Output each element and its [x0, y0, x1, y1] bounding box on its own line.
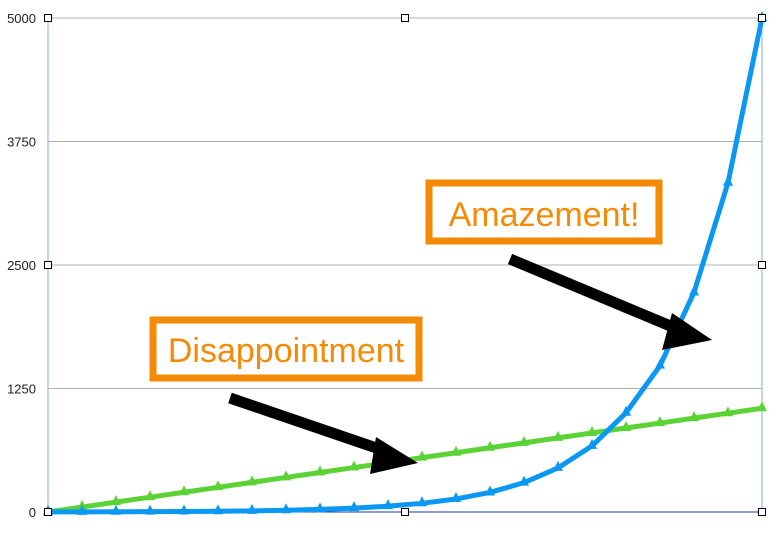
- resize-handle[interactable]: [44, 508, 52, 516]
- series-line-1: [47, 17, 765, 515]
- resize-handle[interactable]: [44, 261, 52, 269]
- data-point-marker: [621, 405, 631, 416]
- data-point-marker: [179, 485, 189, 496]
- data-point-marker: [655, 358, 665, 369]
- data-point-marker: [145, 504, 155, 515]
- data-point-marker: [451, 445, 461, 456]
- annotation-text: Amazement!: [449, 196, 640, 234]
- data-point-marker: [315, 465, 325, 476]
- annotation-box: [425, 179, 663, 245]
- data-point-marker: [111, 495, 121, 506]
- resize-handle[interactable]: [758, 14, 766, 22]
- data-point-marker: [587, 425, 597, 436]
- y-tick-label: 1250: [7, 382, 36, 397]
- y-tick-label: 2500: [7, 258, 36, 273]
- data-point-marker: [519, 475, 529, 486]
- data-point-marker: [723, 406, 733, 417]
- data-point-marker: [621, 421, 631, 432]
- data-point-marker: [553, 460, 563, 471]
- data-point-marker: [655, 416, 665, 427]
- data-point-marker: [247, 503, 257, 514]
- data-point-marker: [587, 438, 597, 449]
- resize-handle[interactable]: [758, 261, 766, 269]
- annotation-box: [149, 316, 423, 382]
- data-point-marker: [757, 401, 767, 412]
- data-point-marker: [247, 475, 257, 486]
- data-point-marker: [179, 504, 189, 515]
- annotation-amazement: Amazement!: [425, 179, 663, 245]
- y-tick-label: 3750: [7, 135, 36, 150]
- data-point-marker: [281, 503, 291, 514]
- data-point-marker: [315, 502, 325, 513]
- series-group: [43, 11, 767, 515]
- data-point-marker: [213, 504, 223, 515]
- data-point-marker: [451, 491, 461, 502]
- data-point-marker: [349, 501, 359, 512]
- selection-handles[interactable]: [44, 14, 766, 516]
- data-point-marker: [689, 411, 699, 422]
- data-point-marker: [417, 450, 427, 461]
- data-point-marker: [111, 504, 121, 515]
- annotation-text: Disappointment: [168, 332, 405, 370]
- y-tick-label: 0: [29, 505, 36, 520]
- resize-handle[interactable]: [401, 14, 409, 22]
- resize-handle[interactable]: [401, 508, 409, 516]
- resize-handle[interactable]: [44, 14, 52, 22]
- data-point-marker: [689, 285, 699, 296]
- data-point-marker: [417, 496, 427, 507]
- annotation-disappointment: Disappointment: [149, 316, 423, 382]
- data-point-marker: [281, 470, 291, 481]
- data-point-marker: [519, 435, 529, 446]
- data-point-marker: [723, 175, 733, 186]
- y-tick-label: 5000: [7, 11, 36, 26]
- data-point-marker: [383, 499, 393, 510]
- arrow-disappointment: [228, 392, 418, 474]
- arrow-amazement: [507, 253, 712, 350]
- resize-handle[interactable]: [758, 508, 766, 516]
- data-point-marker: [553, 430, 563, 441]
- data-point-marker: [349, 460, 359, 471]
- data-point-marker: [213, 480, 223, 491]
- data-point-marker: [77, 504, 87, 515]
- data-point-marker: [485, 485, 495, 496]
- data-point-marker: [485, 440, 495, 451]
- data-point-marker: [145, 490, 155, 501]
- y-axis-ticks: 0 1250 2500 3750 5000: [7, 11, 36, 520]
